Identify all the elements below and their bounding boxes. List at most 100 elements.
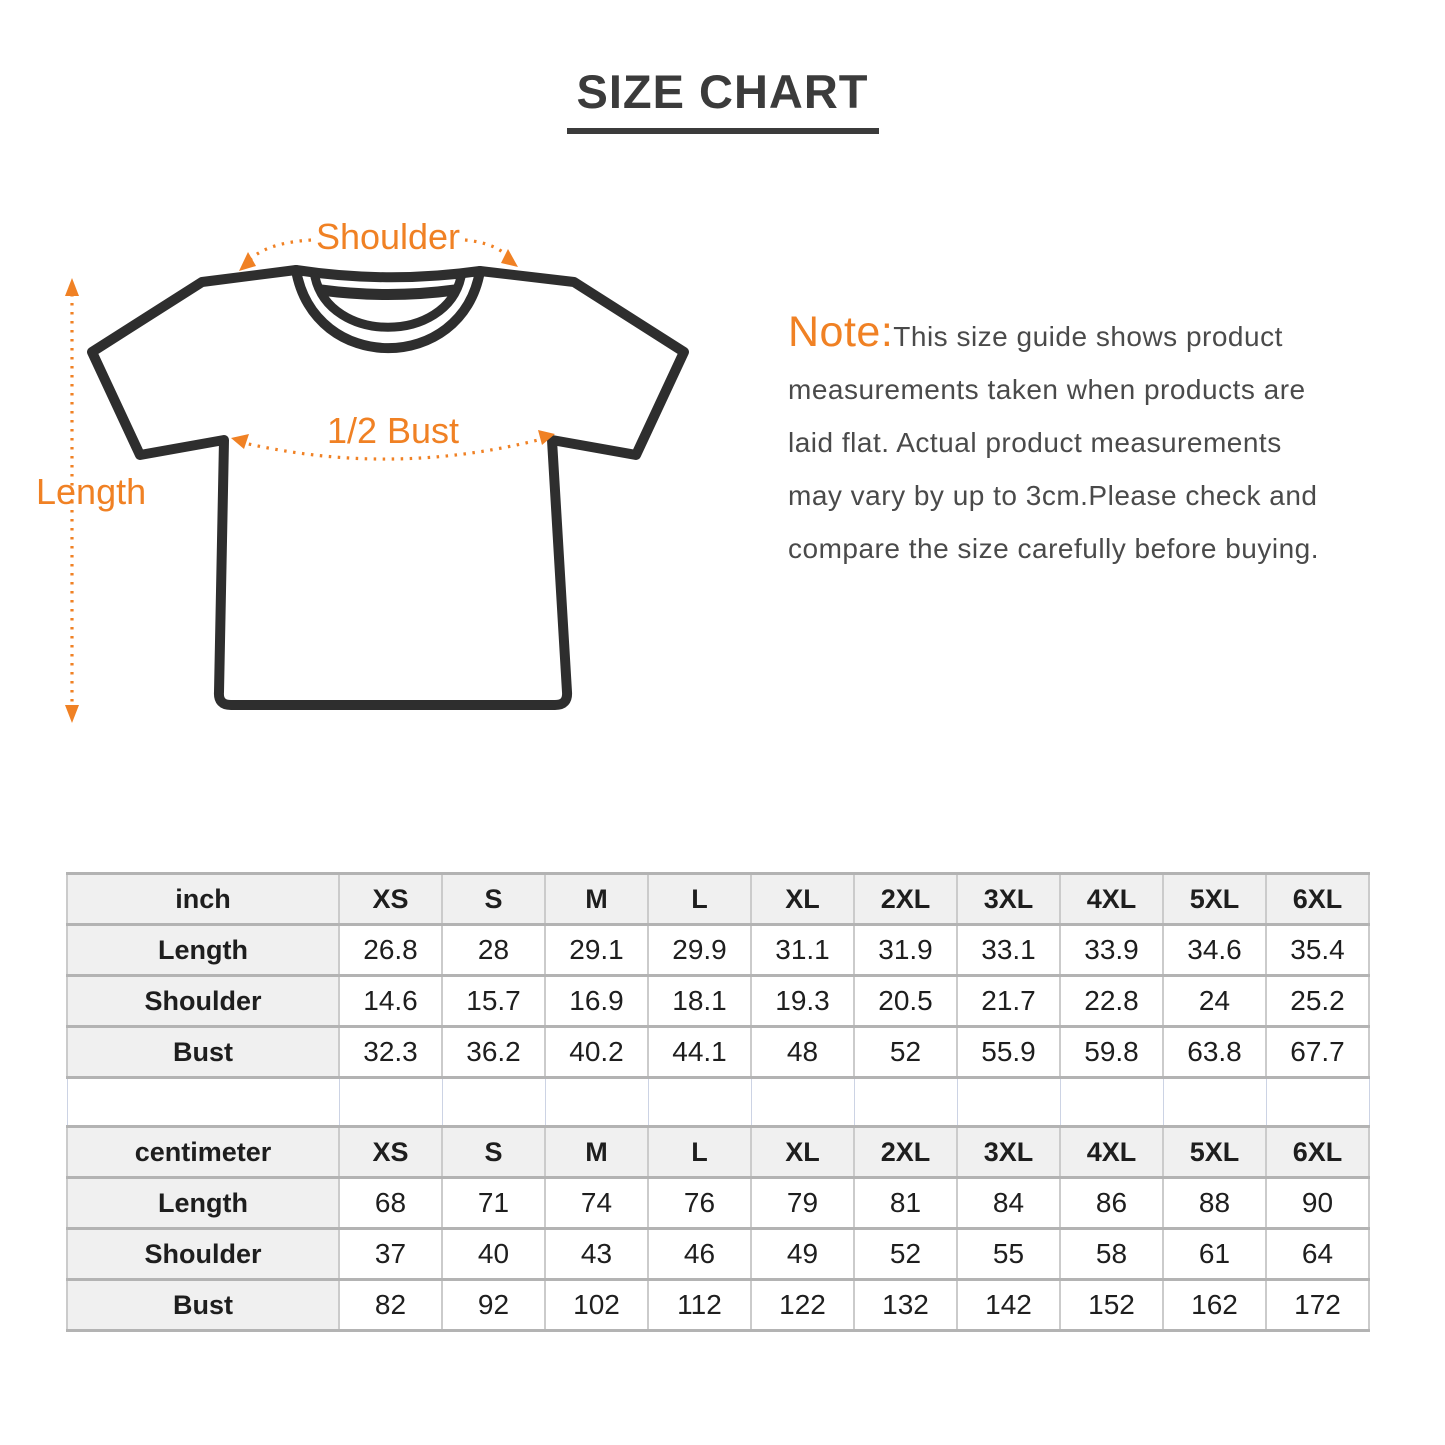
size-value-cell: 61 xyxy=(1162,1227,1267,1281)
tshirt-diagram: Shoulder 1/2 Bust Length xyxy=(28,202,728,762)
size-value-cell: 24 xyxy=(1162,974,1267,1028)
shoulder-arrow-left-line xyxy=(245,238,312,265)
size-col-header: 5XL xyxy=(1162,872,1267,926)
page-title: SIZE CHART xyxy=(566,64,879,134)
size-value-cell: 40.2 xyxy=(544,1025,649,1079)
size-value-cell: 21.7 xyxy=(956,974,1061,1028)
size-value-cell: 68 xyxy=(338,1176,443,1230)
size-value-cell: 52 xyxy=(853,1025,958,1079)
size-value-cell: 81 xyxy=(853,1176,958,1230)
size-value-cell: 76 xyxy=(647,1176,752,1230)
size-value-cell: 19.3 xyxy=(750,974,855,1028)
size-value-cell: 48 xyxy=(750,1025,855,1079)
size-value-cell: 172 xyxy=(1265,1278,1370,1332)
size-value-cell: 37 xyxy=(338,1227,443,1281)
size-col-header: 4XL xyxy=(1059,872,1164,926)
size-table-row: Length 26.8 28 29.1 29.9 31.1 31.9 33.1 33.9 34.6… xyxy=(66,923,1370,977)
size-value-cell: 92 xyxy=(441,1278,546,1332)
size-col-header: L xyxy=(647,1125,752,1179)
unit-label: inch xyxy=(66,872,340,926)
size-value-cell: 59.8 xyxy=(1059,1025,1164,1079)
shoulder-label: Shoulder xyxy=(316,216,460,257)
note-line: laid flat. Actual product measurements xyxy=(788,427,1282,458)
size-value-cell: 142 xyxy=(956,1278,1061,1332)
bust-arrow-left-head xyxy=(231,434,249,449)
size-value-cell: 18.1 xyxy=(647,974,752,1028)
size-col-header: 3XL xyxy=(956,872,1061,926)
spacer-cell xyxy=(441,1076,546,1128)
spacer-cell xyxy=(1059,1076,1164,1128)
size-value-cell: 162 xyxy=(1162,1278,1267,1332)
note-line-text: This size guide shows product xyxy=(893,321,1283,352)
size-value-cell: 36.2 xyxy=(441,1025,546,1079)
row-label: Bust xyxy=(66,1025,340,1079)
bust-arrow-line xyxy=(239,436,547,461)
size-table-header-row: centimeter XS S M L XL 2XL 3XL 4XL 5XL 6XL xyxy=(66,1125,1370,1179)
size-col-header: 3XL xyxy=(956,1125,1061,1179)
size-value-cell: 71 xyxy=(441,1176,546,1230)
size-value-cell: 34.6 xyxy=(1162,923,1267,977)
spacer-cell xyxy=(338,1076,443,1128)
size-value-cell: 20.5 xyxy=(853,974,958,1028)
note-line: measurements taken when products are xyxy=(788,374,1306,405)
collar-inner-line xyxy=(310,272,466,332)
size-value-cell: 74 xyxy=(544,1176,649,1230)
bust-arrow-right-head xyxy=(538,430,555,445)
size-value-cell: 132 xyxy=(853,1278,958,1332)
size-value-cell: 63.8 xyxy=(1162,1025,1267,1079)
size-value-cell: 64 xyxy=(1265,1227,1370,1281)
size-value-cell: 33.9 xyxy=(1059,923,1164,977)
size-value-cell: 82 xyxy=(338,1278,443,1332)
spacer-row xyxy=(66,1076,1370,1128)
collar-back-line xyxy=(315,284,461,300)
spacer-cell xyxy=(1162,1076,1267,1128)
size-value-cell: 55 xyxy=(956,1227,1061,1281)
row-label: Shoulder xyxy=(66,974,340,1028)
size-value-cell: 32.3 xyxy=(338,1025,443,1079)
row-label: Length xyxy=(66,923,340,977)
size-col-header: XS xyxy=(338,872,443,926)
length-arrow-bottom-head xyxy=(65,705,79,723)
size-value-cell: 112 xyxy=(647,1278,752,1332)
spacer-cell xyxy=(66,1076,340,1128)
size-value-cell: 28 xyxy=(441,923,546,977)
size-tables: inch XS S M L XL 2XL 3XL 4XL 5XL 6XL Length 26.8 28 29… xyxy=(66,872,1370,1332)
size-value-cell: 122 xyxy=(750,1278,855,1332)
size-value-cell: 46 xyxy=(647,1227,752,1281)
size-col-header: XL xyxy=(750,872,855,926)
collar-outer-line xyxy=(291,265,485,353)
size-value-cell: 52 xyxy=(853,1227,958,1281)
shoulder-arrow-right-head xyxy=(501,249,518,267)
size-value-cell: 55.9 xyxy=(956,1025,1061,1079)
size-col-header: S xyxy=(441,872,546,926)
size-value-cell: 16.9 xyxy=(544,974,649,1028)
size-col-header: 6XL xyxy=(1265,1125,1370,1179)
size-col-header: L xyxy=(647,872,752,926)
row-label: Length xyxy=(66,1176,340,1230)
size-value-cell: 90 xyxy=(1265,1176,1370,1230)
note-line: compare the size carefully before buying… xyxy=(788,533,1319,564)
size-table-header-row: inch XS S M L XL 2XL 3XL 4XL 5XL 6XL xyxy=(66,872,1370,926)
size-col-header: 4XL xyxy=(1059,1125,1164,1179)
size-value-cell: 40 xyxy=(441,1227,546,1281)
size-value-cell: 67.7 xyxy=(1265,1025,1370,1079)
shoulder-arrow-right-line xyxy=(464,238,512,261)
spacer-cell xyxy=(647,1076,752,1128)
spacer-cell xyxy=(544,1076,649,1128)
row-label: Shoulder xyxy=(66,1227,340,1281)
size-value-cell: 29.9 xyxy=(647,923,752,977)
row-label: Bust xyxy=(66,1278,340,1332)
size-value-cell: 86 xyxy=(1059,1176,1164,1230)
length-label: Length xyxy=(36,471,146,512)
size-value-cell: 84 xyxy=(956,1176,1061,1230)
size-col-header: M xyxy=(544,872,649,926)
shoulder-arrow-left-head xyxy=(239,252,256,271)
size-col-header: S xyxy=(441,1125,546,1179)
size-table-row: Shoulder 37 40 43 46 49 52 55 58 61 64 xyxy=(66,1227,1370,1281)
size-col-header: 6XL xyxy=(1265,872,1370,926)
size-value-cell: 26.8 xyxy=(338,923,443,977)
spacer-cell xyxy=(956,1076,1061,1128)
size-table: inch XS S M L XL 2XL 3XL 4XL 5XL 6XL Length 26.8 28 29… xyxy=(66,872,1370,1332)
unit-label: centimeter xyxy=(66,1125,340,1179)
